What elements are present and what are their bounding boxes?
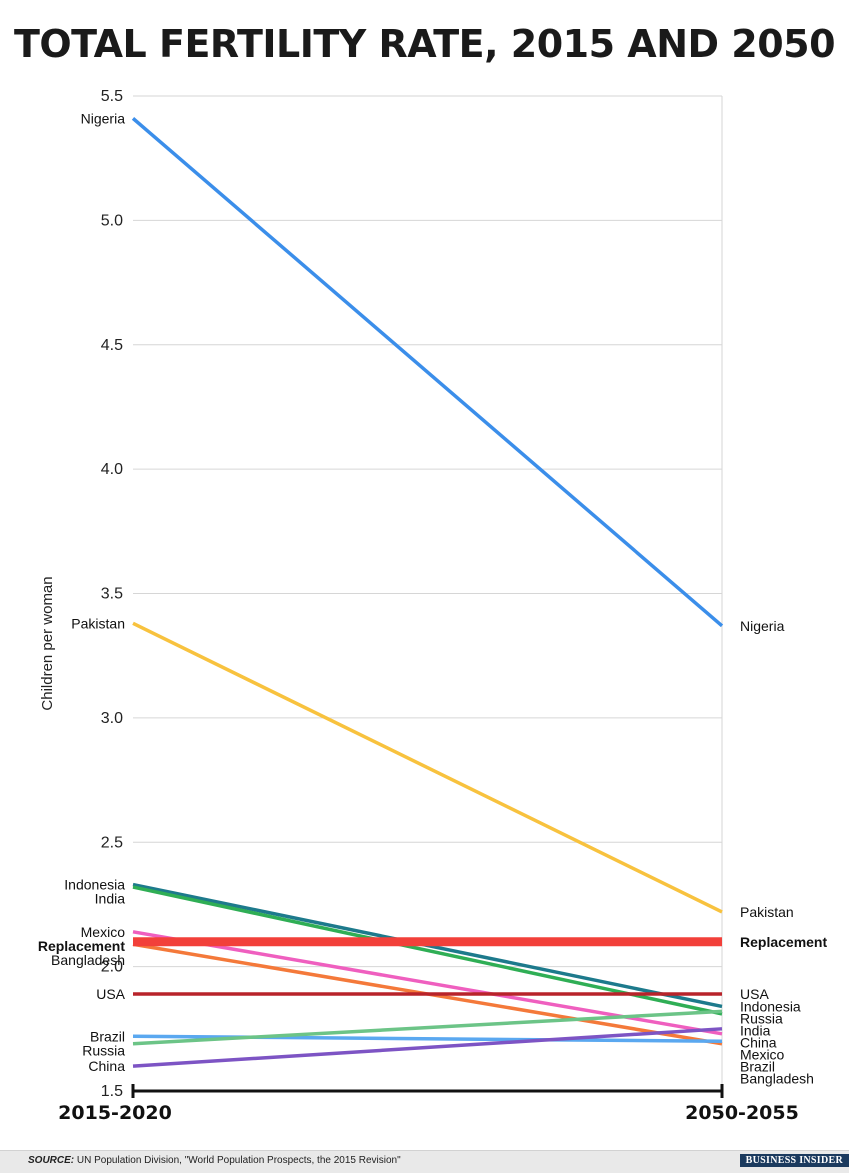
grid-lines [133, 95, 723, 1091]
right-label-pakistan: Pakistan [740, 904, 794, 920]
brand-logo: BUSINESS INSIDER [739, 1154, 849, 1167]
right-series-labels: Nigeria Pakistan Replacement USAIndonesiaRu… [740, 618, 827, 1087]
left-label-mexico: Mexico [81, 924, 126, 940]
series-line-pakistan [132, 621, 723, 914]
source-text: UN Population Division, "World Populatio… [74, 1155, 401, 1166]
y-tick-label: 2.5 [101, 834, 123, 851]
footer: SOURCE: UN Population Division, "World P… [0, 1150, 849, 1173]
left-label-indonesia: Indonesia [64, 877, 125, 893]
right-label-replacement: Replacement [740, 934, 827, 950]
y-tick-label: 5.0 [101, 212, 123, 229]
y-tick-label: 3.5 [101, 586, 123, 603]
series-line-nigeria [131, 117, 724, 628]
right-label-russia: Russia [740, 1010, 783, 1026]
series-line-russia [132, 1009, 723, 1046]
x-axis: 2015-2020 2050-2055 [58, 1084, 799, 1124]
y-tick-label: 1.5 [101, 1083, 123, 1100]
left-label-china: China [88, 1058, 125, 1074]
y-tick-label: 4.0 [101, 461, 123, 478]
series-line-china [132, 1027, 723, 1068]
left-label-nigeria: Nigeria [81, 110, 126, 126]
left-label-bangladesh: Bangladesh [51, 952, 125, 968]
right-label-china: China [740, 1034, 777, 1050]
source-label: SOURCE: [28, 1155, 75, 1166]
y-tick-label: 4.5 [101, 337, 123, 354]
source-note: SOURCE: UN Population Division, "World P… [28, 1155, 401, 1166]
left-label-pakistan: Pakistan [71, 615, 125, 631]
left-label-brazil: Brazil [90, 1028, 125, 1044]
y-tick-labels: 1.5 2.0 2.5 3.0 3.5 4.0 4.5 5.0 5.5 [101, 88, 123, 1100]
x-tick-label: 2015-2020 [58, 1102, 172, 1124]
series-lines [131, 117, 724, 1068]
left-label-replacement: Replacement [38, 938, 125, 954]
left-label-russia: Russia [82, 1042, 125, 1058]
right-label-nigeria: Nigeria [740, 618, 785, 634]
chart-title: TOTAL FERTILITY RATE, 2015 AND 2050 [13, 22, 836, 66]
y-axis-label: Children per woman [39, 576, 56, 710]
right-label-mexico: Mexico [740, 1046, 785, 1062]
left-label-india: India [95, 891, 126, 907]
left-label-usa: USA [96, 986, 125, 1002]
right-label-brazil: Brazil [740, 1058, 775, 1074]
y-tick-label: 3.0 [101, 710, 123, 727]
right-label-bangladesh: Bangladesh [740, 1070, 814, 1086]
right-label-indonesia: Indonesia [740, 998, 801, 1014]
right-label-usa: USA [740, 986, 769, 1002]
y-tick-label: 5.5 [101, 88, 123, 105]
right-label-india: India [740, 1022, 771, 1038]
y-tick-label: 2.0 [101, 959, 123, 976]
x-tick-label: 2050-2055 [685, 1102, 799, 1124]
